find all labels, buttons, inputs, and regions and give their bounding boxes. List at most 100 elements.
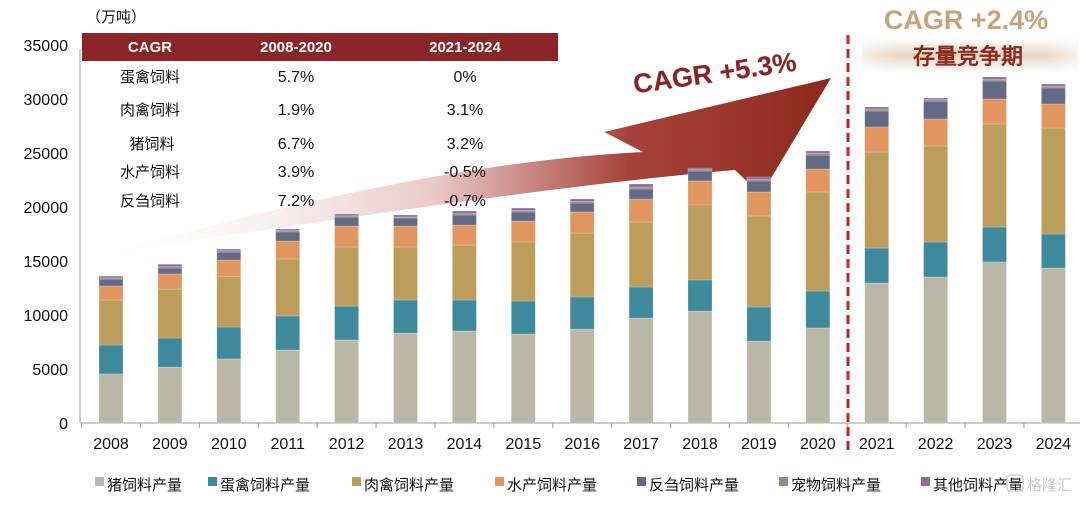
bar-segment-series-0 — [157, 366, 183, 424]
bar-segment-series-2 — [275, 258, 301, 317]
bar-segment-series-3 — [334, 225, 359, 248]
x-tick-label: 2014 — [447, 436, 483, 453]
bar-stack-2017 — [628, 183, 654, 424]
bar-segment-series-3 — [157, 273, 183, 290]
x-tick-label: 2010 — [211, 436, 247, 453]
bar-stack-2008 — [98, 275, 124, 424]
y-tick-label: 35000 — [24, 38, 69, 55]
cagr-row-label: 肉禽饲料 — [120, 101, 180, 119]
bar-segment-series-0 — [510, 333, 536, 424]
cagr-row-label: 水产饲料 — [120, 163, 180, 181]
bar-segment-series-6 — [157, 263, 183, 268]
cagr-row-value: 3.2% — [447, 136, 483, 153]
legend-item: 宠物饲料产量 — [779, 476, 881, 494]
bar-segment-series-3 — [982, 98, 1007, 125]
bar-segment-series-0 — [216, 358, 242, 424]
legend-label: 蛋禽饲料产量 — [220, 476, 310, 494]
bar-segment-series-1 — [982, 226, 1007, 263]
bar-stack-2013 — [393, 214, 418, 424]
bar-segment-series-4 — [275, 231, 301, 242]
legend-label: 肉禽饲料产量 — [364, 476, 454, 494]
cagr-row-value: 7.2% — [278, 193, 314, 210]
x-tick-label: 2020 — [800, 436, 836, 453]
cagr-row-value: 3.9% — [278, 164, 314, 181]
y-tick-label: 0 — [59, 416, 68, 433]
bar-segment-series-2 — [687, 204, 713, 281]
y-tick-label: 30000 — [24, 92, 69, 109]
bar-segment-series-6 — [275, 228, 301, 232]
cagr-row-value: 3.1% — [447, 102, 483, 119]
bar-segment-series-1 — [452, 299, 477, 332]
bar-segment-series-4 — [98, 278, 124, 287]
bar-segment-series-6 — [393, 214, 418, 218]
legend-label: 其他饲料产量 — [933, 476, 1023, 494]
legend-item: 反刍饲料产量 — [637, 476, 739, 494]
bar-stack-2010 — [216, 248, 242, 424]
bar-segment-series-3 — [805, 168, 831, 193]
y-tick-label: 15000 — [24, 254, 69, 271]
bar-segment-series-1 — [334, 305, 359, 341]
cagr-row-label: 反刍饲料 — [120, 192, 180, 210]
bar-segment-series-2 — [510, 241, 536, 302]
bar-segment-series-6 — [452, 210, 477, 214]
cagr-row-value: 1.9% — [278, 102, 314, 119]
bar-stack-2015 — [510, 207, 536, 424]
bar-segment-series-3 — [687, 180, 713, 206]
bar-segment-series-2 — [393, 246, 418, 301]
cagr-table-header: CAGR — [128, 39, 172, 56]
bar-segment-series-1 — [1041, 233, 1066, 269]
cagr-row-value: 5.7% — [278, 69, 314, 86]
bar-segment-series-4 — [569, 202, 595, 213]
bar-segment-series-3 — [923, 118, 948, 147]
bar-segment-series-2 — [98, 299, 124, 346]
bar-segment-series-2 — [805, 191, 831, 292]
bar-segment-series-1 — [746, 306, 772, 342]
y-tick-label: 20000 — [24, 200, 69, 217]
bar-segment-series-1 — [275, 315, 301, 351]
bar-segment-series-4 — [216, 251, 242, 261]
bar-stack-2023 — [982, 76, 1007, 424]
legend-swatch — [637, 477, 646, 486]
bar-segment-series-2 — [864, 151, 890, 249]
cagr-row-label: 猪饲料 — [129, 135, 174, 153]
x-tick-label: 2023 — [977, 436, 1013, 453]
legend-label: 反刍饲料产量 — [649, 476, 739, 494]
bar-segment-series-1 — [216, 326, 242, 360]
cagr-table-header: 2008-2020 — [260, 39, 332, 56]
x-tick-label: 2019 — [741, 436, 777, 453]
bar-stack-2009 — [157, 263, 183, 424]
bar-segment-series-6 — [864, 106, 890, 110]
bar-segment-series-5 — [216, 250, 242, 253]
bar-segment-series-6 — [569, 198, 595, 202]
right-cagr-label: CAGR +2.4% — [884, 5, 1048, 35]
bar-segment-series-1 — [864, 247, 890, 284]
legend-swatch — [495, 477, 504, 486]
bar-stack-2016 — [569, 198, 595, 424]
bar-segment-series-6 — [923, 97, 948, 101]
x-tick-label: 2008 — [93, 436, 129, 453]
bar-segment-series-0 — [1041, 267, 1066, 424]
legend-label: 猪饲料产量 — [107, 476, 182, 494]
x-tick-label: 2021 — [859, 436, 895, 453]
bar-segment-series-5 — [864, 108, 890, 112]
bar-segment-series-4 — [923, 100, 948, 120]
bar-segment-series-0 — [334, 339, 359, 424]
bar-segment-series-6 — [98, 275, 124, 279]
bar-segment-series-1 — [923, 241, 948, 278]
bar-stack-2014 — [452, 210, 477, 424]
bar-segment-series-0 — [452, 330, 477, 424]
x-tick-label: 2009 — [152, 436, 188, 453]
bar-segment-series-2 — [452, 244, 477, 301]
legend-item: 水产饲料产量 — [495, 476, 597, 494]
watermark-text: 格隆汇 — [1027, 476, 1072, 494]
y-tick-label: 10000 — [24, 308, 69, 325]
bar-segment-series-2 — [569, 232, 595, 298]
legend-item: 肉禽饲料产量 — [352, 476, 454, 494]
cagr-row-value: 0% — [453, 69, 476, 86]
bar-segment-series-3 — [98, 285, 124, 301]
bar-segment-series-4 — [452, 214, 477, 226]
cagr-table-header-bg — [82, 33, 558, 61]
bar-segment-series-1 — [628, 286, 654, 319]
bar-segment-series-3 — [569, 211, 595, 234]
bar-segment-series-3 — [275, 240, 301, 260]
